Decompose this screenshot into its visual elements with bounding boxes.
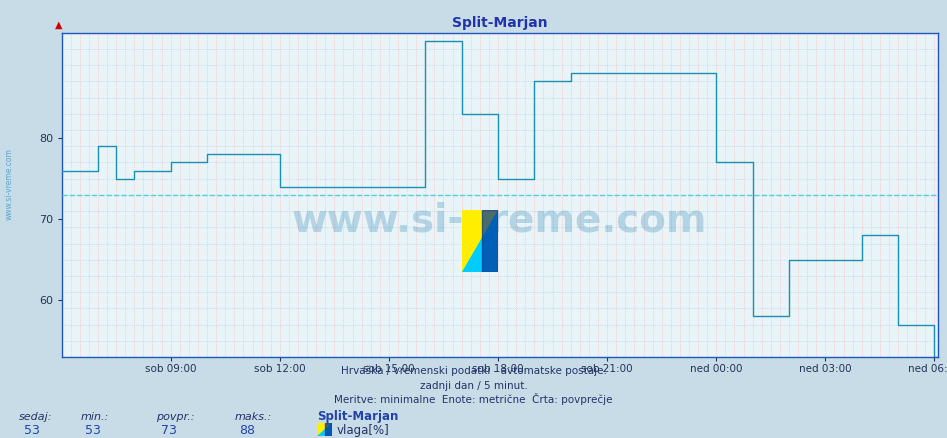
Polygon shape	[482, 210, 498, 272]
Text: www.si-vreme.com: www.si-vreme.com	[5, 148, 14, 220]
Text: sedaj:: sedaj:	[19, 412, 52, 422]
Text: povpr.:: povpr.:	[156, 412, 195, 422]
Text: zadnji dan / 5 minut.: zadnji dan / 5 minut.	[420, 381, 527, 391]
Text: 53: 53	[24, 424, 40, 437]
Text: Meritve: minimalne  Enote: metrične  Črta: povprečje: Meritve: minimalne Enote: metrične Črta:…	[334, 393, 613, 406]
Text: 88: 88	[240, 424, 256, 437]
Polygon shape	[317, 423, 332, 436]
Text: www.si-vreme.com: www.si-vreme.com	[292, 202, 707, 240]
Text: min.:: min.:	[80, 412, 109, 422]
Polygon shape	[325, 423, 332, 436]
Text: Split-Marjan: Split-Marjan	[317, 410, 399, 423]
Text: 53: 53	[85, 424, 101, 437]
Text: maks.:: maks.:	[235, 412, 272, 422]
Text: Hrvaška / vremenski podatki - avtomatske postaje.: Hrvaška / vremenski podatki - avtomatske…	[341, 366, 606, 377]
Title: Split-Marjan: Split-Marjan	[452, 16, 547, 30]
Polygon shape	[462, 210, 498, 272]
Text: 73: 73	[161, 424, 177, 437]
Polygon shape	[317, 423, 332, 436]
Text: ▲: ▲	[55, 20, 63, 30]
Polygon shape	[462, 210, 498, 272]
Text: vlaga[%]: vlaga[%]	[337, 424, 390, 437]
